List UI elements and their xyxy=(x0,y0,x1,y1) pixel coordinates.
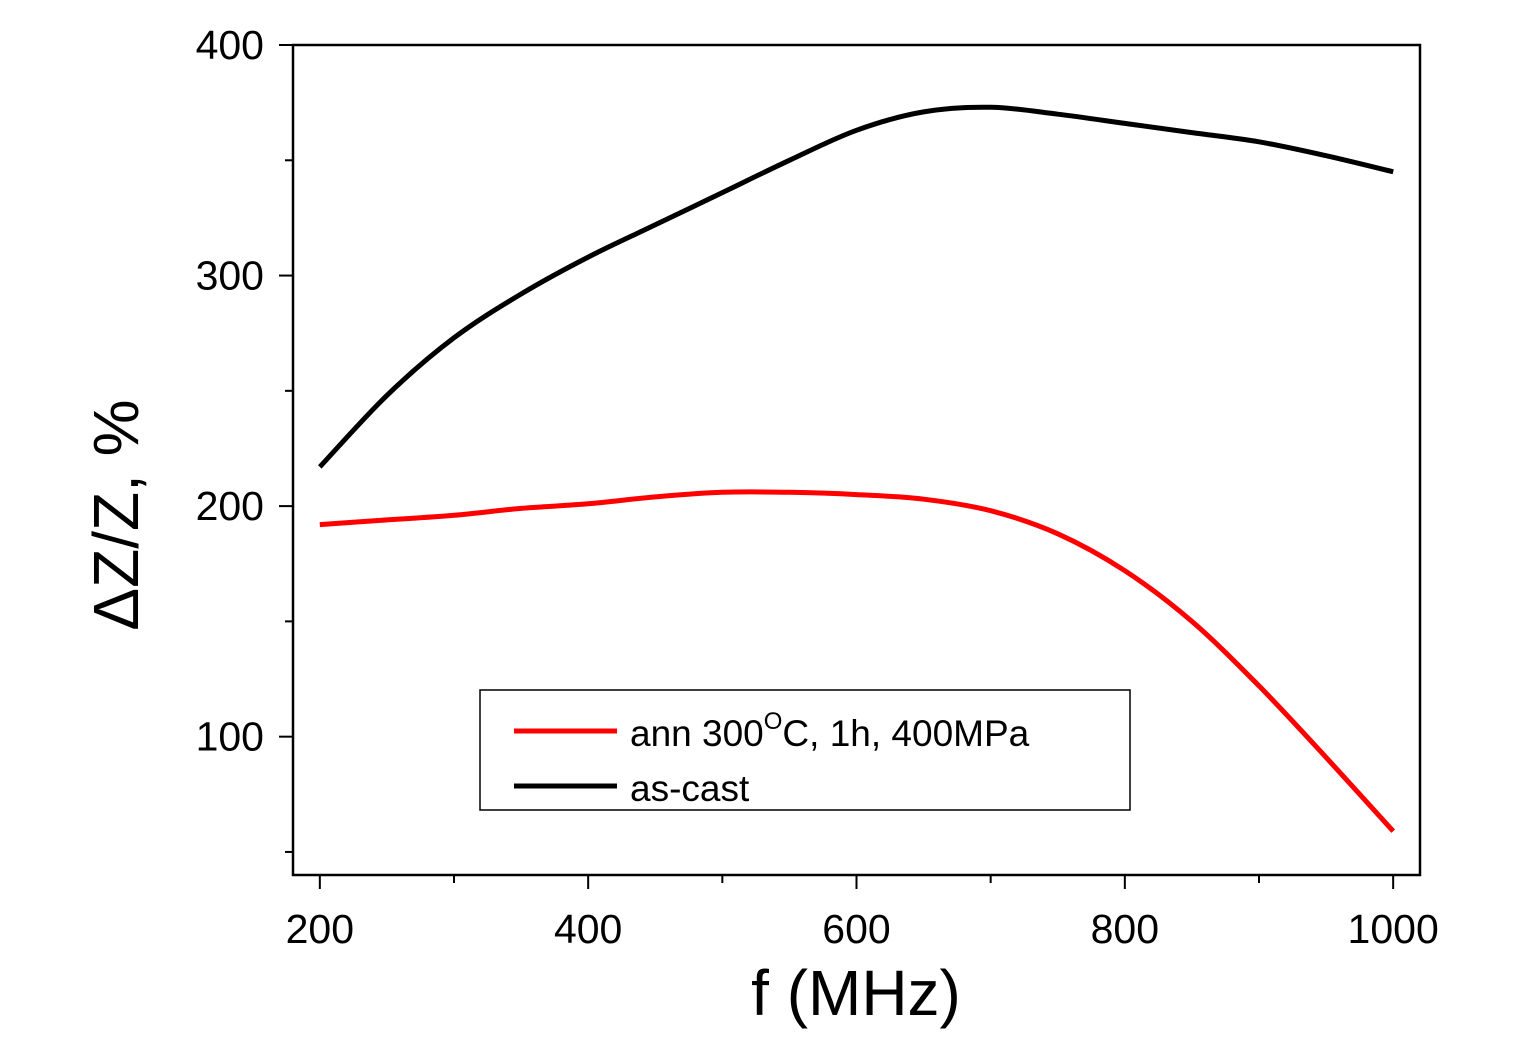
legend-label-annealed: ann 300OC, 1h, 400MPa xyxy=(630,708,1030,754)
x-tick-label-1000: 1000 xyxy=(1348,906,1439,952)
axis-ticks xyxy=(279,44,1395,889)
y-tick-label-300: 300 xyxy=(196,253,264,299)
y-axis-title: ΔZ/Z, % xyxy=(80,399,152,630)
y-tick-label-200: 200 xyxy=(196,483,264,529)
series-line-1 xyxy=(317,104,1394,469)
series-lines xyxy=(317,104,1396,833)
x-tick-label-800: 800 xyxy=(1091,906,1159,952)
x-tick-label-200: 200 xyxy=(286,906,354,952)
x-axis-title: f (MHz) xyxy=(751,957,961,1029)
legend-label-as-cast: as-cast xyxy=(630,768,750,809)
legend-box xyxy=(479,689,1131,811)
series-line-0 xyxy=(319,489,1396,833)
y-tick-label-100: 100 xyxy=(196,714,264,760)
x-tick-label-600: 600 xyxy=(822,906,890,952)
axis-tick-labels: 200 400 600 800 1000 100 200 300 400 xyxy=(196,22,1439,952)
legend: ann 300OC, 1h, 400MPa as-cast xyxy=(479,689,1131,811)
x-tick-label-400: 400 xyxy=(554,906,622,952)
y-tick-label-400: 400 xyxy=(196,22,264,68)
